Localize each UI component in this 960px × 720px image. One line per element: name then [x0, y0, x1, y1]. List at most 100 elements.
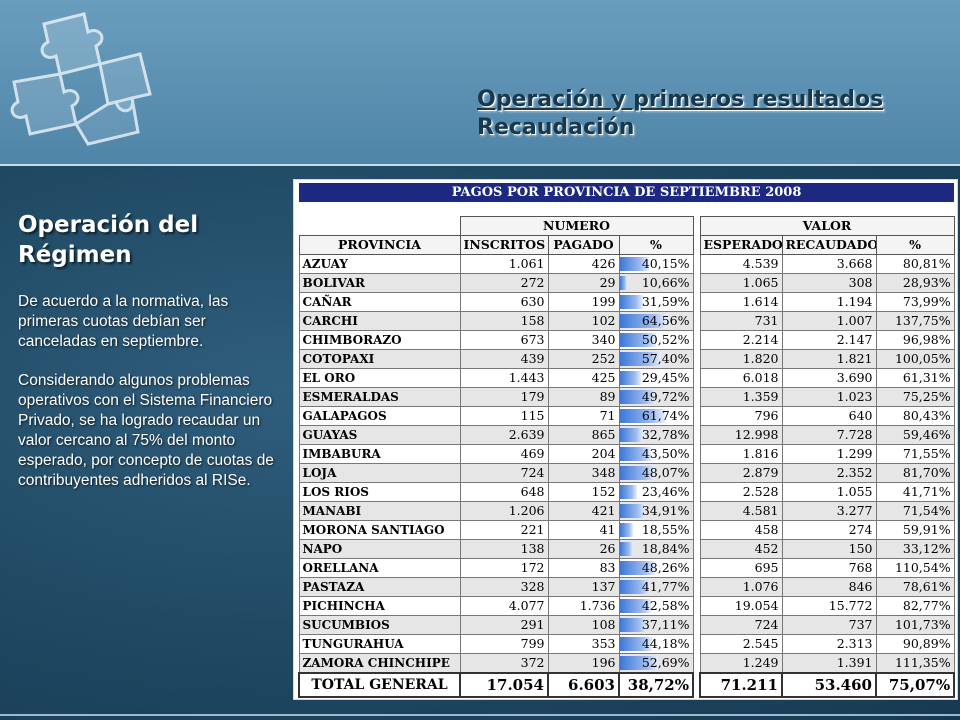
pct-bar-fill: [620, 599, 651, 613]
pct-bar-fill: [620, 561, 655, 575]
cell-pagado: 41: [547, 520, 620, 540]
cell-esperado: 4.581: [699, 501, 783, 521]
cell-inscritos: 221: [459, 520, 549, 540]
cell-pct-numero: 29,45%: [618, 368, 694, 388]
cell-inscritos: 158: [459, 311, 549, 331]
cell-pct-valor: 61,31%: [875, 368, 955, 388]
cell-pct-numero: 50,52%: [618, 330, 694, 350]
col-header-esperado: ESPERADO: [699, 235, 783, 255]
cell-pct-numero: 44,18%: [618, 634, 694, 654]
table-row: TUNGURAHUA 799 353 44,18% 2.545 2.313 90,89%: [298, 634, 955, 654]
col-header-provincia: PROVINCIA: [298, 235, 461, 255]
cell-pagado: 71: [547, 406, 620, 426]
cell-provincia: ORELLANA: [298, 558, 461, 578]
table-row: AZUAY 1.061 426 40,15% 4.539 3.668 80,81%: [298, 254, 955, 274]
cell-esperado: 796: [699, 406, 783, 426]
cell-recaudado: 768: [781, 558, 877, 578]
cell-esperado: 1.614: [699, 292, 783, 312]
cell-pct-valor: 81,70%: [875, 463, 955, 483]
pct-bar-fill: [620, 390, 656, 404]
cell-pct-numero: 37,11%: [618, 615, 694, 635]
cell-pct-valor: 75,25%: [875, 387, 955, 407]
cell-pct-numero: 57,40%: [618, 349, 694, 369]
pct-bar-fill: [620, 333, 657, 347]
cell-esperado: 6.018: [699, 368, 783, 388]
col-header-inscritos: INSCRITOS: [459, 235, 549, 255]
total-recaudado: 53.460: [781, 672, 877, 698]
table-row: LOJA 724 348 48,07% 2.879 2.352 81,70%: [298, 463, 955, 483]
cell-pct-numero: 10,66%: [618, 273, 694, 293]
total-inscritos: 17.054: [459, 672, 549, 698]
cell-pagado: 426: [547, 254, 620, 274]
cell-pct-valor: 78,61%: [875, 577, 955, 597]
cell-pct-numero: 43,50%: [618, 444, 694, 464]
pct-bar-fill: [620, 637, 652, 651]
header-titles: Operación y primeros resultados Recaudac…: [477, 86, 883, 142]
cell-esperado: 2.214: [699, 330, 783, 350]
cell-inscritos: 439: [459, 349, 549, 369]
cell-pct-numero: 18,84%: [618, 539, 694, 559]
table-row: CHIMBORAZO 673 340 50,52% 2.214 2.147 96,98%: [298, 330, 955, 350]
pct-numero-text: 49,72%: [641, 389, 690, 404]
table-spacer: [299, 202, 954, 217]
col-header-pct-valor: %: [875, 235, 955, 255]
cell-pct-numero: 48,26%: [618, 558, 694, 578]
cell-esperado: 1.076: [699, 577, 783, 597]
cell-pct-valor: 96,98%: [875, 330, 955, 350]
cell-pct-valor: 71,54%: [875, 501, 955, 521]
pct-numero-text: 64,56%: [641, 313, 690, 328]
table-row: EL ORO 1.443 425 29,45% 6.018 3.690 61,31%: [298, 368, 955, 388]
cell-pagado: 83: [547, 558, 620, 578]
pct-numero-text: 48,07%: [641, 465, 690, 480]
cell-pct-valor: 110,54%: [875, 558, 955, 578]
cell-inscritos: 1.061: [459, 254, 549, 274]
table-row: CARCHI 158 102 64,56% 731 1.007 137,75%: [298, 311, 955, 331]
cell-pct-numero: 18,55%: [618, 520, 694, 540]
cell-inscritos: 115: [459, 406, 549, 426]
pct-numero-text: 41,77%: [641, 579, 690, 594]
cell-inscritos: 172: [459, 558, 549, 578]
cell-provincia: COTOPAXI: [298, 349, 461, 369]
pct-numero-text: 42,58%: [641, 598, 690, 613]
col-header-recaudado: RECAUDADO: [781, 235, 877, 255]
pct-bar-fill: [620, 428, 644, 442]
pct-numero-text: 44,18%: [641, 636, 690, 651]
cell-pct-valor: 101,73%: [875, 615, 955, 635]
cell-inscritos: 328: [459, 577, 549, 597]
footer-divider: [0, 714, 960, 716]
cell-pct-valor: 80,43%: [875, 406, 955, 426]
pct-numero-text: 31,59%: [641, 294, 690, 309]
pct-numero-text: 34,91%: [641, 503, 690, 518]
cell-provincia: AZUAY: [298, 254, 461, 274]
cell-provincia: MORONA SANTIAGO: [298, 520, 461, 540]
cell-pagado: 348: [547, 463, 620, 483]
pct-bar-fill: [620, 618, 647, 632]
pct-bar-fill: [620, 314, 667, 328]
cell-pagado: 152: [547, 482, 620, 502]
pct-bar-fill: [620, 542, 634, 556]
table-row: CAÑAR 630 199 31,59% 1.614 1.194 73,99%: [298, 292, 955, 312]
cell-pagado: 425: [547, 368, 620, 388]
cell-pct-valor: 41,71%: [875, 482, 955, 502]
cell-esperado: 2.528: [699, 482, 783, 502]
cell-pct-numero: 52,69%: [618, 653, 694, 674]
table-row: PICHINCHA 4.077 1.736 42,58% 19.054 15.772 82,…: [298, 596, 955, 616]
cell-recaudado: 1.391: [781, 653, 877, 674]
cell-provincia: CARCHI: [298, 311, 461, 331]
cell-pagado: 137: [547, 577, 620, 597]
table-row: GUAYAS 2.639 865 32,78% 12.998 7.728 59,46%: [298, 425, 955, 445]
cell-provincia: PASTAZA: [298, 577, 461, 597]
cell-esperado: 1.359: [699, 387, 783, 407]
pct-bar-fill: [620, 276, 628, 290]
pct-bar-fill: [620, 447, 652, 461]
cell-pct-valor: 80,81%: [875, 254, 955, 274]
cell-pagado: 102: [547, 311, 620, 331]
table-header-row: PROVINCIA INSCRITOS PAGADO % ESPERADO RE…: [298, 235, 955, 255]
cell-esperado: 1.820: [699, 349, 783, 369]
cell-inscritos: 648: [459, 482, 549, 502]
cell-pct-numero: 40,15%: [618, 254, 694, 274]
cell-pct-numero: 34,91%: [618, 501, 694, 521]
cell-provincia: TUNGURAHUA: [298, 634, 461, 654]
pct-bar-fill: [620, 409, 665, 423]
cell-provincia: GALAPAGOS: [298, 406, 461, 426]
